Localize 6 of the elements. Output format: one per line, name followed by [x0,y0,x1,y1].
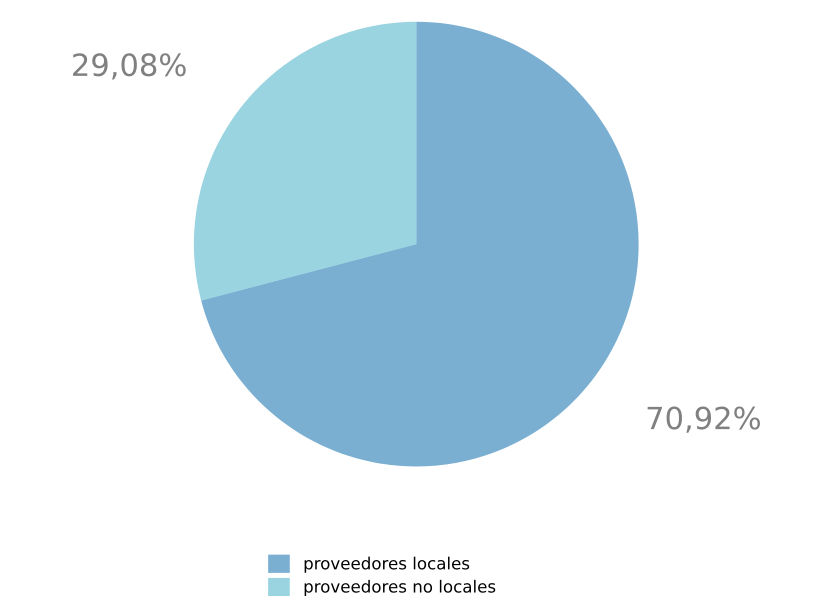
pie-slice [194,22,416,300]
legend-label: proveedores locales [304,556,470,573]
legend-label: proveedores no locales [304,580,496,596]
data-label: 70,92% [648,406,760,433]
data-label: 29,08% [73,53,186,80]
pie-slice [201,22,639,466]
